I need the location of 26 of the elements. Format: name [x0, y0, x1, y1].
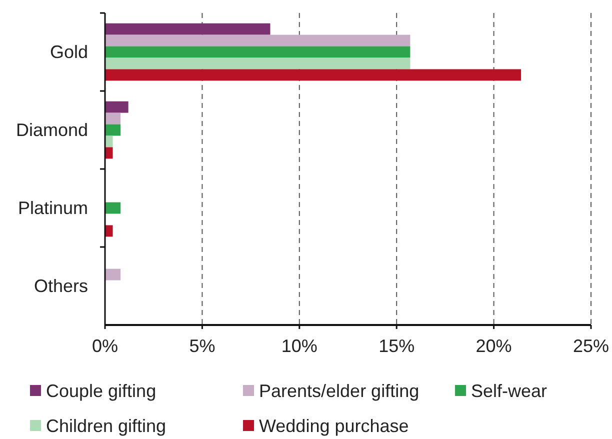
bar [105, 101, 128, 113]
bar [105, 268, 121, 280]
y-tick-label: Platinum [18, 198, 88, 218]
y-tick-label: Diamond [16, 120, 88, 140]
x-tick-label: 20% [476, 336, 512, 356]
bar [105, 225, 113, 237]
x-tick-label: 25% [572, 336, 610, 356]
x-tick-label: 0% [92, 336, 118, 356]
legend-label: Couple gifting [46, 381, 156, 401]
legend-label: Self-wear [471, 381, 548, 401]
x-tick-label: 10% [281, 336, 318, 356]
bar [105, 147, 113, 159]
bar [105, 34, 410, 46]
bar [105, 69, 522, 81]
x-tick-label: 5% [189, 336, 216, 356]
bar [105, 23, 270, 35]
legend-label: Wedding purchase [259, 416, 409, 436]
y-tick-label: Others [34, 276, 88, 296]
bar [105, 58, 410, 70]
legend-label: Parents/elder gifting [259, 381, 420, 401]
y-tick-label: Gold [50, 42, 88, 62]
legend-label: Children gifting [46, 416, 166, 436]
bar [105, 136, 113, 148]
bar [105, 112, 121, 124]
bar [105, 46, 410, 58]
x-tick-label: 15% [378, 336, 415, 356]
